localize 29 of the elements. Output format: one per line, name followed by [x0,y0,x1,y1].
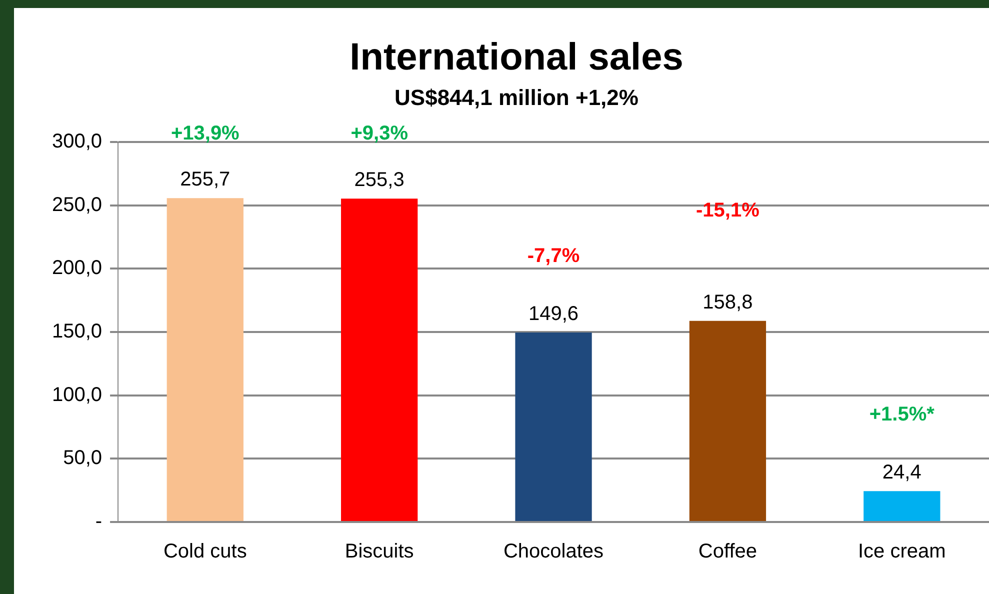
data-label: 255,3 [354,169,404,192]
data-label: 149,6 [528,303,579,326]
bar [166,198,244,521]
y-tick-label: 50,0 [63,447,102,470]
y-tick-label: 200,0 [52,257,102,280]
annotation: -15,1% [696,199,760,222]
bar [864,491,940,521]
annotation: +13,9% [170,122,240,145]
data-label: 24,4 [882,462,922,484]
x-tick-label: Coffee [698,540,758,563]
x-tick-label: Chocolates [503,540,604,563]
y-tick-label: 150,0 [52,320,102,343]
x-tick-label: Biscuits [344,540,414,563]
y-tick-label: 250,0 [52,194,102,216]
chart-subtitle: US$844,1 million +1,2% [394,84,638,110]
y-tick-label: 300,0 [52,130,102,153]
bar [341,198,418,521]
bar [515,332,592,521]
annotation: +9,3% [350,122,408,145]
data-label: 255,7 [180,168,230,191]
bar [689,320,766,521]
data-label: 158,8 [702,291,753,314]
x-tick-label: Ice cream [858,540,946,563]
y-tick-label: 100,0 [52,384,102,406]
annotation: -7,7% [527,245,580,268]
y-tick-label: - [95,510,102,533]
x-tick-label: Cold cuts [163,540,247,563]
chart-title: International sales [350,36,684,78]
annotation: +1.5%* [869,404,935,426]
